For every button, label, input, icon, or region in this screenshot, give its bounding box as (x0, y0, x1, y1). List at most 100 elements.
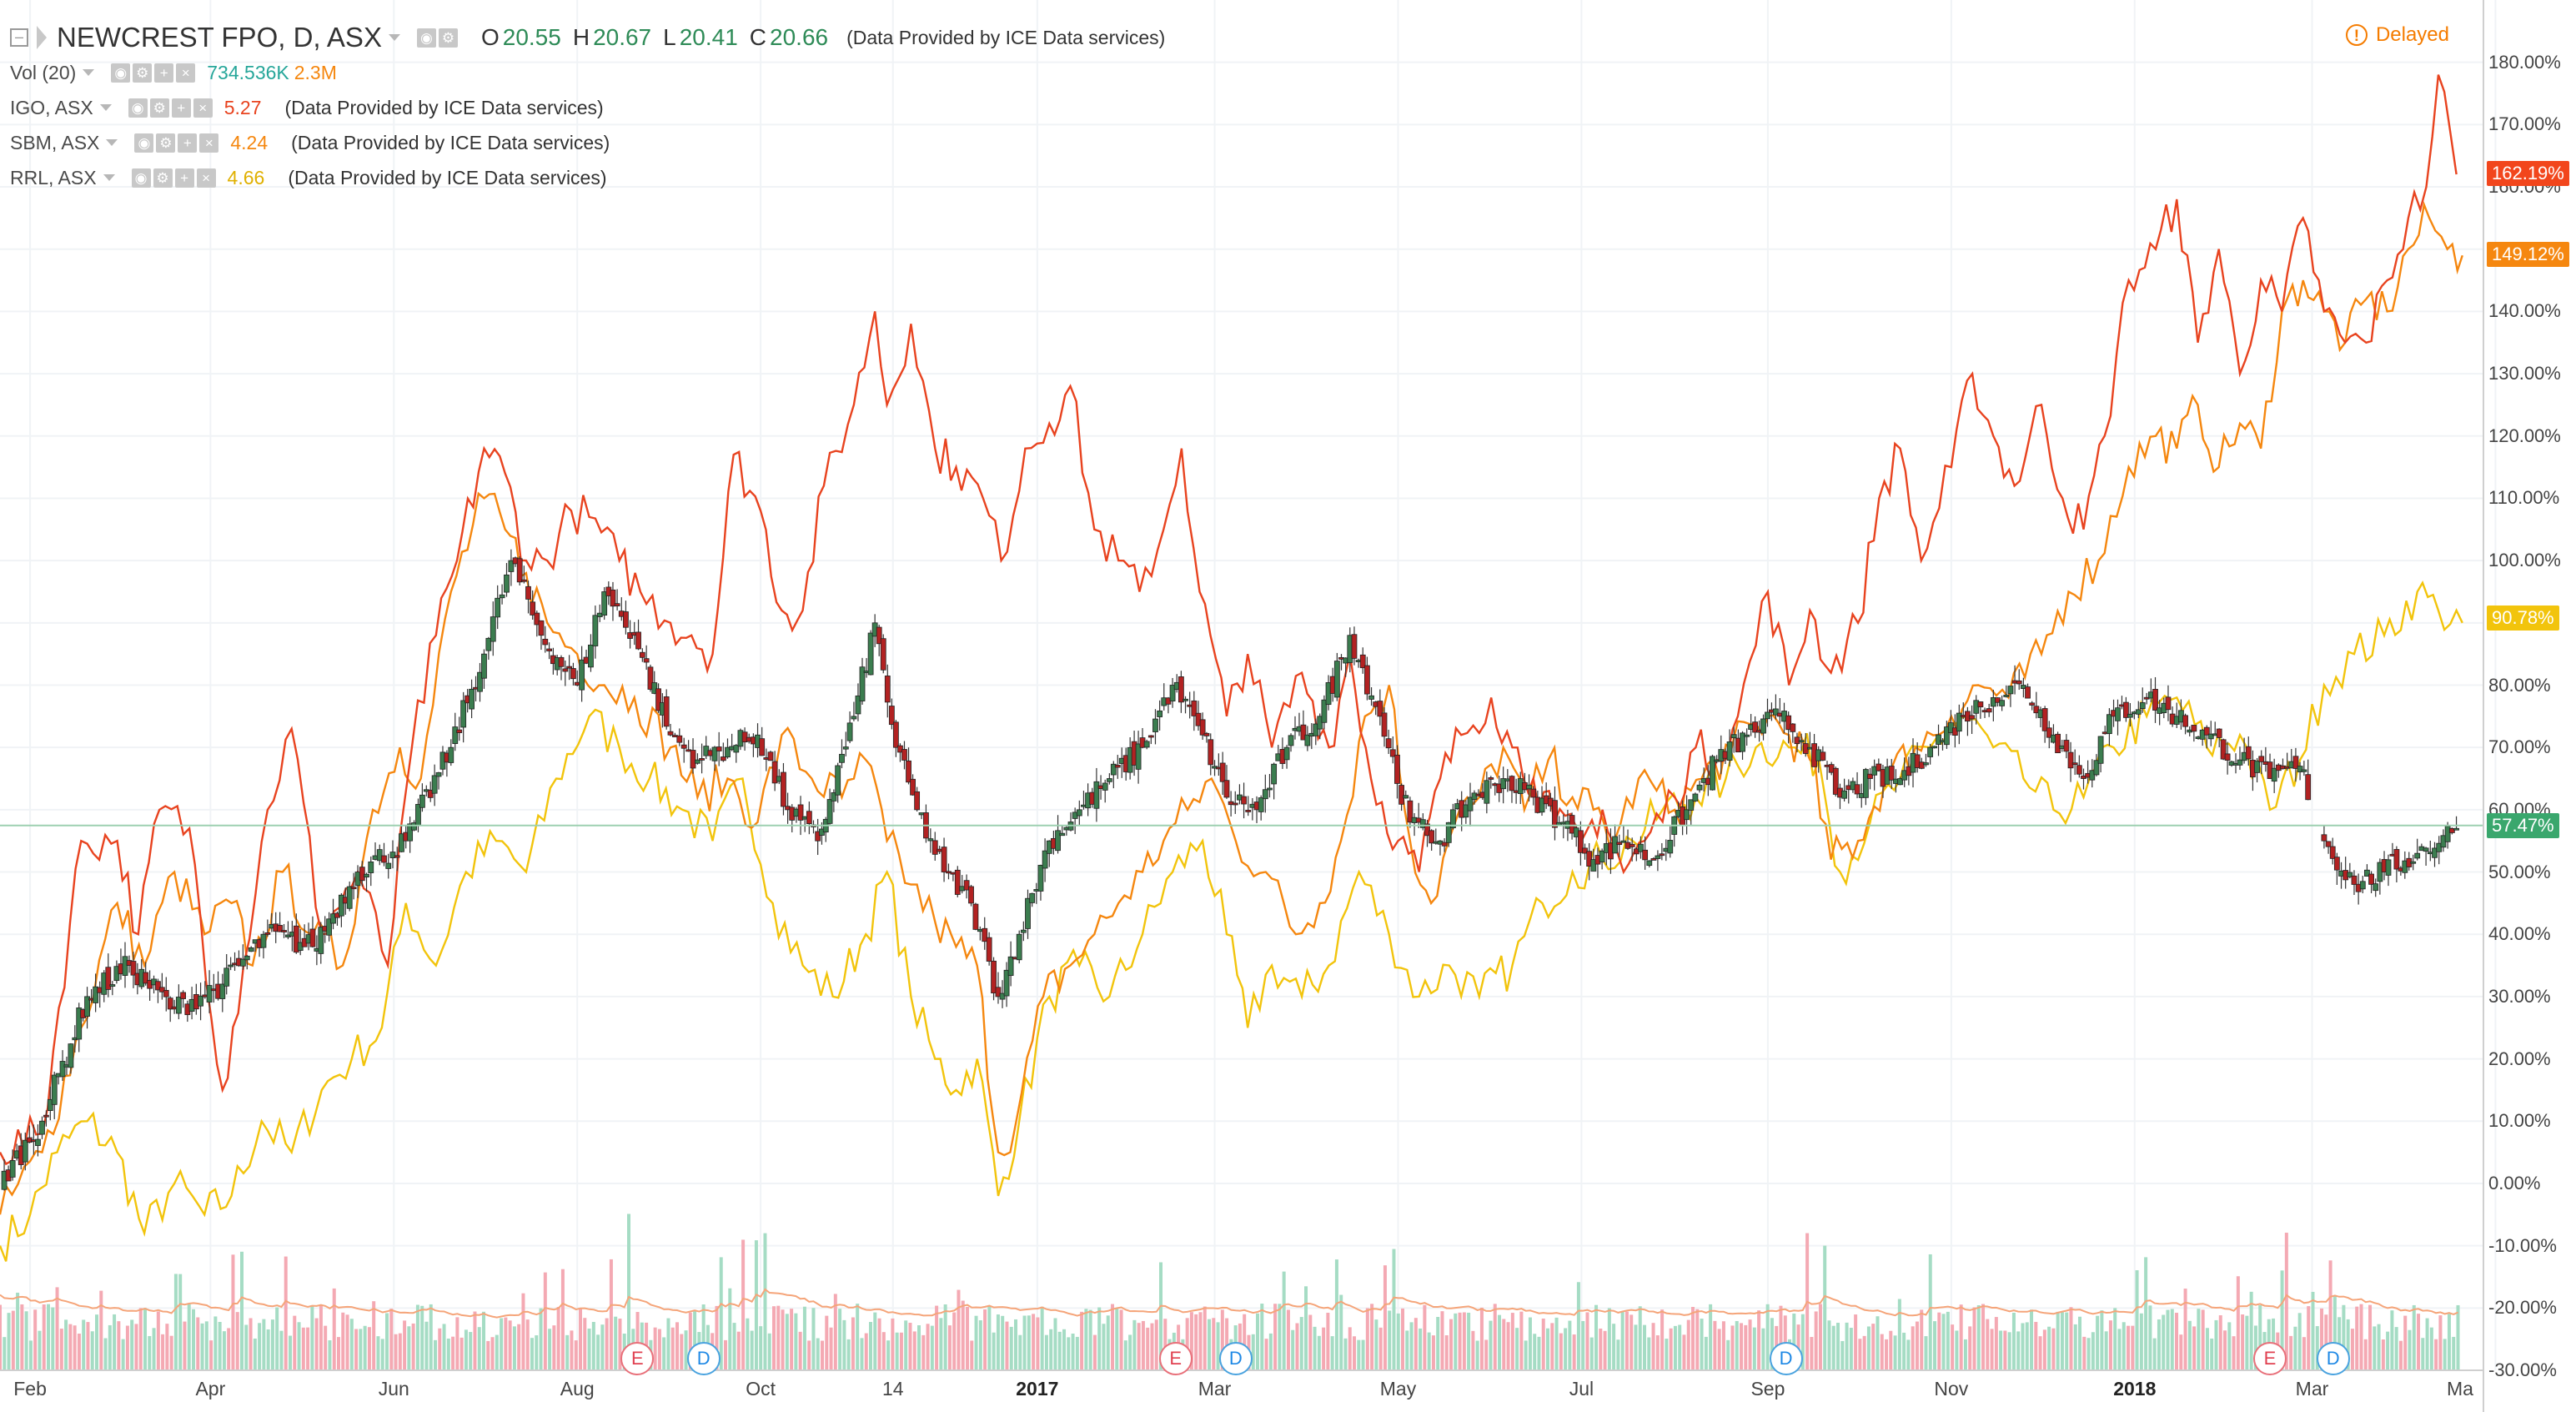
volume-bar (983, 1309, 987, 1370)
volume-bar (204, 1321, 208, 1370)
dividend-marker[interactable]: D (686, 1342, 721, 1375)
candle-down (667, 731, 674, 736)
volume-bar (1141, 1320, 1145, 1370)
volume-bar (490, 1337, 495, 1370)
close-icon[interactable]: × (176, 63, 196, 83)
volume-bar (1951, 1324, 1955, 1370)
chevron-down-icon[interactable] (388, 34, 400, 41)
earnings-marker[interactable]: E (1158, 1342, 1193, 1375)
volume-bar (161, 1334, 165, 1370)
volume-bar (930, 1325, 934, 1370)
close-icon[interactable]: × (199, 133, 219, 153)
earnings-marker[interactable]: E (2253, 1342, 2287, 1375)
volume-bar (2139, 1313, 2143, 1370)
candle-down (954, 869, 961, 895)
volume-bar (614, 1316, 618, 1370)
volume-bar (1810, 1337, 1814, 1370)
candle-down (1918, 761, 1925, 769)
y-axis[interactable]: 180.00%170.00%160.00%150.00%140.00%130.0… (2483, 0, 2576, 1412)
volume-bar (2162, 1314, 2166, 1370)
eye-icon[interactable]: ◉ (131, 168, 151, 188)
volume-bar (978, 1320, 982, 1370)
vol-label[interactable]: Vol (20) (10, 61, 77, 83)
volume-bar (2144, 1257, 2148, 1370)
symbol-title[interactable]: NEWCREST FPO, D, ASX (57, 22, 382, 53)
candle-up (2359, 881, 2366, 890)
candle-up (1590, 859, 1597, 872)
settings-icon[interactable]: ⚙ (156, 133, 176, 153)
add-icon[interactable]: + (178, 133, 198, 153)
candle-up (508, 560, 515, 572)
volume-bar (2086, 1338, 2091, 1370)
settings-icon[interactable]: ⚙ (438, 28, 458, 48)
eye-icon[interactable]: ◉ (134, 133, 154, 153)
volume-bar (891, 1318, 895, 1370)
low-label: L (663, 24, 676, 50)
candle-down (1530, 788, 1537, 798)
volume-bar (1704, 1336, 1708, 1370)
candle-down (690, 750, 696, 769)
volume-bar (1897, 1299, 1901, 1370)
chevron-down-icon[interactable] (99, 104, 112, 111)
volume-bar (1972, 1307, 1976, 1370)
settings-icon[interactable]: ⚙ (149, 98, 169, 118)
volume-bar (367, 1327, 371, 1370)
add-icon[interactable]: + (154, 63, 174, 83)
volume-bar (548, 1329, 552, 1370)
volume-bar (2429, 1327, 2433, 1370)
candle-down (2292, 756, 2299, 769)
settings-icon[interactable]: ⚙ (133, 63, 153, 83)
volume-bar (715, 1305, 719, 1370)
volume-bar (1436, 1317, 1440, 1370)
volume-bar (1792, 1313, 1796, 1370)
compare-label[interactable]: IGO, ASX (10, 96, 93, 118)
candle-up (223, 967, 230, 987)
volume-bar (1599, 1329, 1603, 1370)
volume-bar (957, 1289, 961, 1370)
candle-up (1042, 850, 1048, 869)
candle-up (411, 822, 417, 831)
settings-icon[interactable]: ⚙ (153, 168, 173, 188)
volume-bar (1779, 1305, 1783, 1370)
volume-bar (556, 1307, 560, 1370)
candle-up (376, 849, 383, 862)
volume-bar (1256, 1313, 1260, 1370)
close-icon[interactable]: × (193, 98, 213, 118)
eye-icon[interactable]: ◉ (111, 63, 131, 83)
collapse-icon[interactable]: – (10, 28, 28, 47)
candle-down (901, 749, 907, 761)
volume-bar (881, 1332, 886, 1370)
candle-down (991, 960, 997, 994)
dividend-marker[interactable]: D (1769, 1342, 1803, 1375)
candle-down (1245, 810, 1252, 812)
delayed-status[interactable]: ! Delayed (2345, 23, 2449, 47)
candle-down (2076, 765, 2082, 775)
dividend-marker[interactable]: D (2316, 1342, 2350, 1375)
candle-up (1688, 799, 1695, 811)
candle-down (906, 760, 911, 783)
volume-bar (1185, 1318, 1189, 1370)
candle-down (2351, 875, 2358, 885)
chevron-down-icon[interactable] (106, 139, 118, 146)
volume-bar (1304, 1286, 1308, 1370)
eye-icon[interactable]: ◉ (416, 28, 436, 48)
eye-icon[interactable]: ◉ (128, 98, 148, 118)
chevron-down-icon[interactable] (83, 69, 95, 76)
candle-up (1646, 860, 1653, 867)
y-tick-label: 0.00% (2488, 1172, 2541, 1193)
volume-bar (662, 1337, 666, 1370)
add-icon[interactable]: + (174, 168, 194, 188)
close-icon[interactable]: × (196, 168, 216, 188)
compare-label[interactable]: SBM, ASX (10, 131, 100, 153)
compare-label[interactable]: RRL, ASX (10, 166, 97, 188)
chevron-down-icon[interactable] (103, 174, 115, 181)
volume-bar (772, 1306, 776, 1370)
earnings-marker[interactable]: E (620, 1342, 655, 1375)
volume-bar (2166, 1309, 2170, 1370)
add-icon[interactable]: + (171, 98, 191, 118)
dividend-marker[interactable]: D (1218, 1342, 1253, 1375)
candle-up (2414, 852, 2421, 859)
volume-bar (811, 1308, 816, 1370)
candle-down (1385, 738, 1392, 749)
